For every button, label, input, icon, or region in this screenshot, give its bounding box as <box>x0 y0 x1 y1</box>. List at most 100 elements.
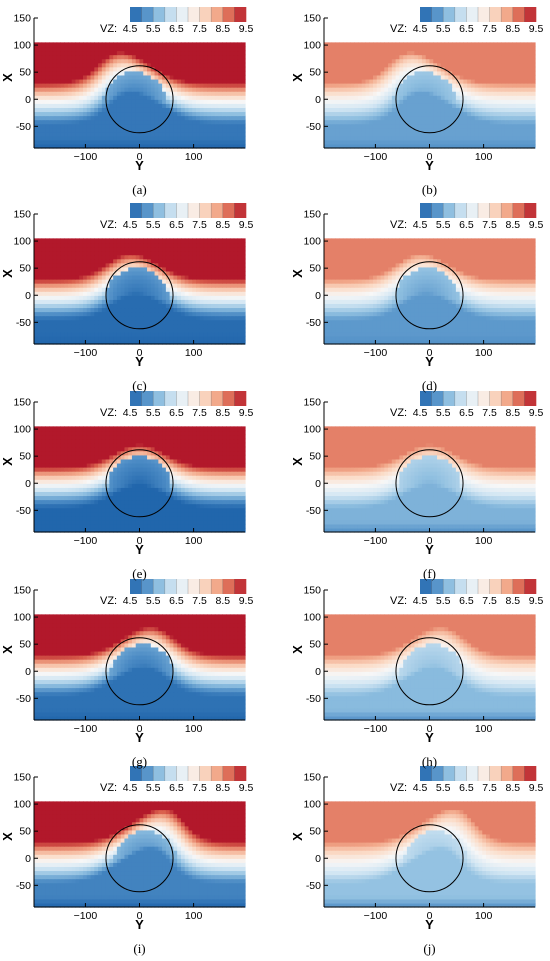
heatmap-cell <box>463 42 468 48</box>
heatmap-cell <box>101 238 107 244</box>
heatmap-cell <box>199 123 205 129</box>
heatmap-cell <box>49 74 54 80</box>
heatmap-cell <box>425 46 431 52</box>
heatmap-cell <box>527 311 532 317</box>
heatmap-cell <box>414 339 419 345</box>
heatmap-cell <box>34 119 39 125</box>
heatmap-cell <box>71 50 77 56</box>
heatmap-cell <box>135 115 141 121</box>
heatmap-cell <box>116 78 122 84</box>
heatmap-cell <box>214 291 220 296</box>
heatmap-cell <box>440 54 446 60</box>
heatmap-cell <box>41 87 46 92</box>
heatmap-cell <box>49 46 54 52</box>
heatmap-cell <box>448 131 453 137</box>
heatmap-cell <box>128 111 133 117</box>
heatmap-cell <box>147 266 152 272</box>
heatmap-cell <box>113 42 118 48</box>
heatmap-cell <box>113 139 118 145</box>
heatmap-cell <box>207 242 212 248</box>
heatmap-cell <box>440 91 446 96</box>
heatmap-cell <box>380 119 385 125</box>
heatmap-cell <box>519 323 525 329</box>
heatmap-cell <box>342 107 348 113</box>
heatmap-cell <box>354 50 359 56</box>
heatmap-cell <box>327 58 333 64</box>
heatmap-cell <box>150 327 156 333</box>
heatmap-cell <box>425 307 431 313</box>
heatmap-cell <box>523 99 529 104</box>
heatmap-cell <box>380 127 385 133</box>
heatmap-cell <box>346 111 351 117</box>
heatmap-cell <box>226 250 231 256</box>
heatmap-cell <box>241 246 246 252</box>
heatmap-cell <box>531 139 536 145</box>
heatmap-cell <box>467 135 472 141</box>
heatmap-cell <box>131 139 137 145</box>
heatmap-cell <box>192 242 197 248</box>
colorbar-swatch <box>211 203 224 218</box>
heatmap-cell <box>361 99 367 104</box>
heatmap-cell <box>120 42 126 48</box>
heatmap-cell <box>380 139 385 145</box>
heatmap-cell <box>139 127 144 133</box>
heatmap-cell <box>501 323 506 329</box>
heatmap-cell <box>233 66 239 72</box>
heatmap-cell <box>90 78 95 84</box>
heatmap-cell <box>527 58 532 64</box>
colorbar-swatch <box>130 203 142 218</box>
heatmap-cell <box>60 119 65 125</box>
heatmap-cell <box>188 127 193 133</box>
heatmap-cell <box>463 311 468 317</box>
heatmap-cell <box>437 131 442 137</box>
heatmap-cell <box>357 103 363 108</box>
heatmap-cell <box>71 123 77 129</box>
heatmap-cell <box>357 58 363 64</box>
heatmap-cell <box>346 58 351 64</box>
heatmap-cell <box>124 66 129 72</box>
heatmap-cell <box>49 66 54 72</box>
heatmap-cell <box>531 311 536 317</box>
heatmap-cell <box>169 78 175 84</box>
heatmap-cell <box>86 246 92 252</box>
heatmap-cell <box>52 78 58 84</box>
heatmap-cell <box>139 83 144 88</box>
heatmap-cell <box>425 103 431 108</box>
heatmap-cell <box>229 335 235 341</box>
heatmap-cell <box>94 62 99 68</box>
heatmap-cell <box>64 70 69 76</box>
heatmap-cell <box>184 46 190 52</box>
heatmap-cell <box>113 283 118 288</box>
heatmap-cell <box>421 123 427 129</box>
heatmap-cell <box>79 123 84 129</box>
heatmap-cell <box>335 315 340 321</box>
heatmap-cell <box>327 311 333 317</box>
heatmap-cell <box>101 99 107 104</box>
heatmap-cell <box>75 262 80 268</box>
heatmap-cell <box>52 331 58 337</box>
heatmap-cell <box>440 331 446 337</box>
heatmap-cell <box>147 95 152 100</box>
heatmap-cell <box>324 87 329 92</box>
heatmap-cell <box>94 50 99 56</box>
heatmap-cell <box>463 74 468 80</box>
heatmap-cell <box>218 87 223 92</box>
heatmap-cell <box>90 107 95 113</box>
heatmap-cell <box>207 258 212 264</box>
heatmap-cell <box>425 331 431 337</box>
heatmap-cell <box>113 331 118 337</box>
heatmap-cell <box>143 127 148 133</box>
heatmap-cell <box>493 131 498 137</box>
heatmap-cell <box>75 143 80 149</box>
heatmap-cell <box>207 307 212 313</box>
heatmap-cell <box>109 127 114 133</box>
heatmap-cell <box>64 331 69 337</box>
heatmap-cell <box>523 103 529 108</box>
heatmap-cell <box>429 62 434 68</box>
heatmap-cell <box>519 327 525 333</box>
heatmap-cell <box>489 99 495 104</box>
heatmap-cell <box>493 74 498 80</box>
heatmap-cell <box>324 111 329 117</box>
heatmap-cell <box>90 258 95 264</box>
heatmap-cell <box>523 315 529 321</box>
